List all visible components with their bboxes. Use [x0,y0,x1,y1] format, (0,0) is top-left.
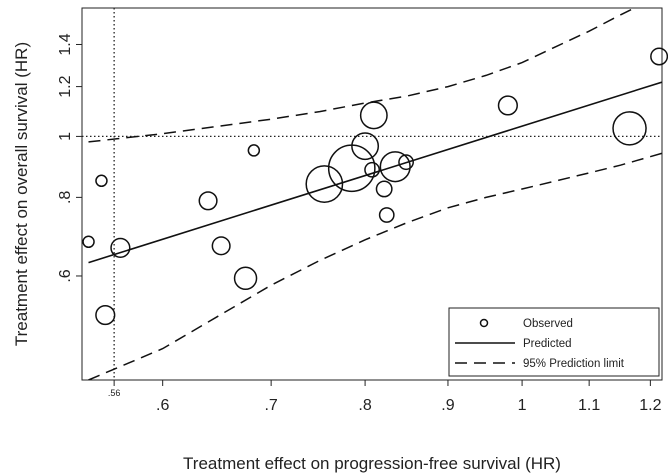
observed-point-14 [375,180,393,198]
observed-point-4 [110,237,131,258]
x-axis-title: Treatment effect on progression-free sur… [183,454,561,473]
x-tick-label: .8 [358,397,371,414]
observed-point-17 [398,154,414,171]
observed-point-6 [211,236,231,256]
observed-point-1 [82,235,95,249]
observed-point-7 [233,266,258,291]
x-tick-label: .56 [108,388,121,398]
legend-label: Observed [523,318,573,330]
observed-point-5 [198,191,218,211]
observed-point-11 [351,132,380,161]
reference-lines [82,8,662,380]
observed-point-13 [359,101,388,130]
y-tick-label: 1.4 [57,33,74,55]
y-tick-label: 1 [57,132,74,141]
prediction-limit-upper [88,8,637,143]
legend: Observed Predicted 95% Prediction limit [448,307,660,377]
legend-label: Predicted [523,338,572,350]
x-tick-label: .7 [264,397,277,414]
observed-point-15 [378,207,395,223]
observed-point-10 [327,144,376,193]
observed-point-20 [650,47,668,66]
x-tick-label: 1 [518,397,527,414]
x-tick-label: 1.2 [639,397,661,414]
x-tick-label: .9 [441,397,454,414]
observed-point-18 [497,95,518,116]
observed-point-9 [305,165,344,203]
plot-frame [81,7,663,381]
observed-point-12 [364,161,380,178]
y-tick-label: .8 [57,191,74,204]
observed-point-2 [95,174,108,188]
observed-point-19 [612,111,647,146]
x-tick-label: 1.1 [578,397,600,414]
legend-marker-observed [479,318,489,328]
observed-point-16 [379,151,411,183]
x-axis: .56 .6 .7 .8 .9 1 1.1 1.2 [108,380,662,414]
legend-box [448,307,660,377]
y-tick-label: 1.2 [57,75,74,97]
observed-point-3 [95,304,116,326]
prediction-limit-lower [88,152,662,380]
y-axis: .6 .8 1 1.2 1.4 [57,33,82,283]
x-tick-label: .6 [156,397,169,414]
y-tick-label: .6 [57,269,74,282]
observed-points [82,47,668,326]
legend-label: 95% Prediction limit [523,358,625,370]
observed-point-8 [247,144,261,157]
y-axis-title: Treatment effect on overall survival (HR… [12,42,31,346]
